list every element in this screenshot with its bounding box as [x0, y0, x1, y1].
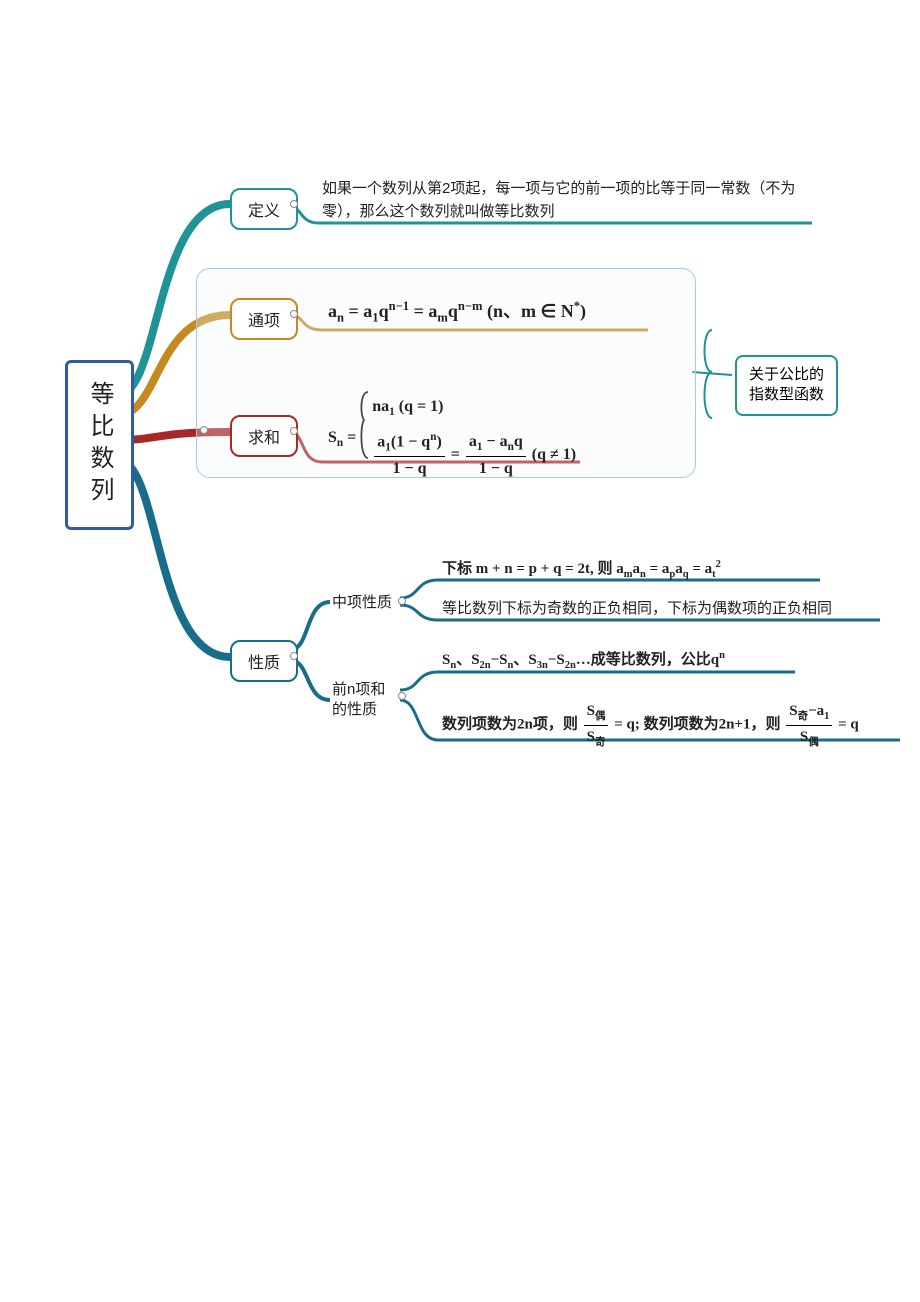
branch-sum: 求和 — [230, 415, 298, 457]
snprops-line2: 数列项数为2n项，则 S偶S奇 = q; 数列项数为2n+1，则 S奇−a1S偶… — [442, 700, 859, 751]
joint-dot — [200, 426, 208, 434]
general-term-formula: an = a1qn−1 = amqn−m (n、m ∈ N*) — [328, 297, 586, 327]
branch-general-term: 通项 — [230, 298, 298, 340]
definition-text: 如果一个数列从第2项起，每一项与它的前一项的比等于同一常数（不为零），那么这个数… — [322, 178, 812, 223]
midterm-line1: 下标 m + n = p + q = 2t, 则 aman = apaq = a… — [442, 557, 721, 583]
midterm-line2: 等比数列下标为奇数的正负相同，下标为偶数项的正负相同 — [442, 598, 832, 621]
root-label: 等比数列 — [86, 381, 113, 509]
snprops-line1: Sn、S2n−Sn、S3n−S2n…成等比数列，公比qn — [442, 648, 725, 674]
snprops-label: 前n项和 的性质 — [332, 680, 385, 719]
joint-dot — [398, 692, 406, 700]
midterm-label: 中项性质 — [332, 591, 392, 612]
branch-definition: 定义 — [230, 188, 298, 230]
joint-dot — [290, 427, 298, 435]
joint-dot — [398, 597, 406, 605]
joint-dot — [290, 200, 298, 208]
joint-dot — [290, 652, 298, 660]
branch-properties: 性质 — [230, 640, 298, 682]
joint-dot — [290, 310, 298, 318]
sum-formula: Sn = na1 (q = 1) a1(1 − qn)1 − q = a1 − … — [328, 395, 576, 481]
callout-about-ratio: 关于公比的 指数型函数 — [735, 355, 838, 416]
root-node: 等比数列 — [65, 360, 134, 530]
